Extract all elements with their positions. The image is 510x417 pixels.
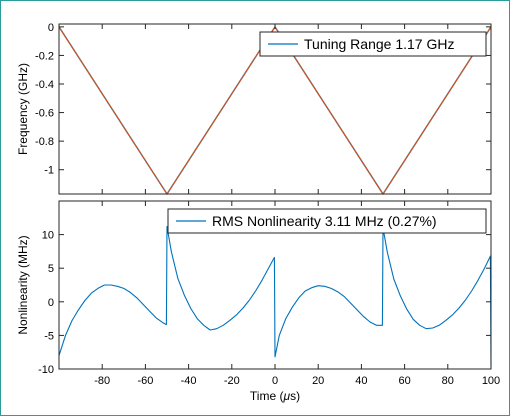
legend-box bbox=[259, 31, 487, 57]
y-tick-label: -0.8 bbox=[35, 136, 54, 148]
y-tick-label: -0.4 bbox=[35, 79, 54, 91]
y-tick-label: -0.2 bbox=[35, 50, 54, 62]
y-tick-label: -0.6 bbox=[35, 108, 54, 120]
x-axis-label: Time (μs) bbox=[250, 389, 300, 403]
y-tick-label: -5 bbox=[44, 330, 54, 342]
y-tick-label: 0 bbox=[48, 22, 54, 34]
x-tick-label: 40 bbox=[355, 375, 367, 387]
legend-label: Tuning Range 1.17 GHz bbox=[304, 36, 454, 52]
x-tick-label: -80 bbox=[94, 375, 110, 387]
legend-box bbox=[167, 208, 487, 234]
x-tick-label: 80 bbox=[442, 375, 454, 387]
x-tick-label: 100 bbox=[482, 375, 500, 387]
x-axis-label-part: μ bbox=[282, 389, 290, 403]
frequency-axes: 0 -0.2 -0.4 -0.6 -0.8 -1 Frequency (GHz) Tuning… bbox=[16, 22, 492, 195]
x-tick-label: 20 bbox=[312, 375, 324, 387]
y-tick-label: -1 bbox=[44, 165, 54, 177]
series-line-1 bbox=[58, 225, 492, 366]
x-tick-label: -60 bbox=[137, 375, 153, 387]
y-axis-label: Nonlinearity (MHz) bbox=[16, 235, 30, 334]
x-tick-label: -40 bbox=[181, 375, 197, 387]
y-tick-label: 10 bbox=[42, 230, 54, 242]
y-tick-label: -10 bbox=[38, 364, 54, 376]
x-axis-label-part: Time ( bbox=[250, 389, 284, 403]
y-tick-label: 5 bbox=[48, 263, 54, 275]
y-axis-label: Frequency (GHz) bbox=[16, 63, 30, 155]
x-tick-label: 60 bbox=[398, 375, 410, 387]
y-tick-label: 0 bbox=[48, 297, 54, 309]
legend-label: RMS Nonlinearity 3.11 MHz (0.27%) bbox=[212, 213, 437, 229]
x-axis-label-part: s) bbox=[290, 389, 300, 403]
x-tick-label: 0 bbox=[272, 375, 278, 387]
nonlinearity-axes: 10 5 0 -5 -10 -80 -60 -40 -20 0 20 40 60 80 100 Nonline… bbox=[16, 200, 500, 403]
x-tick-label: -20 bbox=[224, 375, 240, 387]
